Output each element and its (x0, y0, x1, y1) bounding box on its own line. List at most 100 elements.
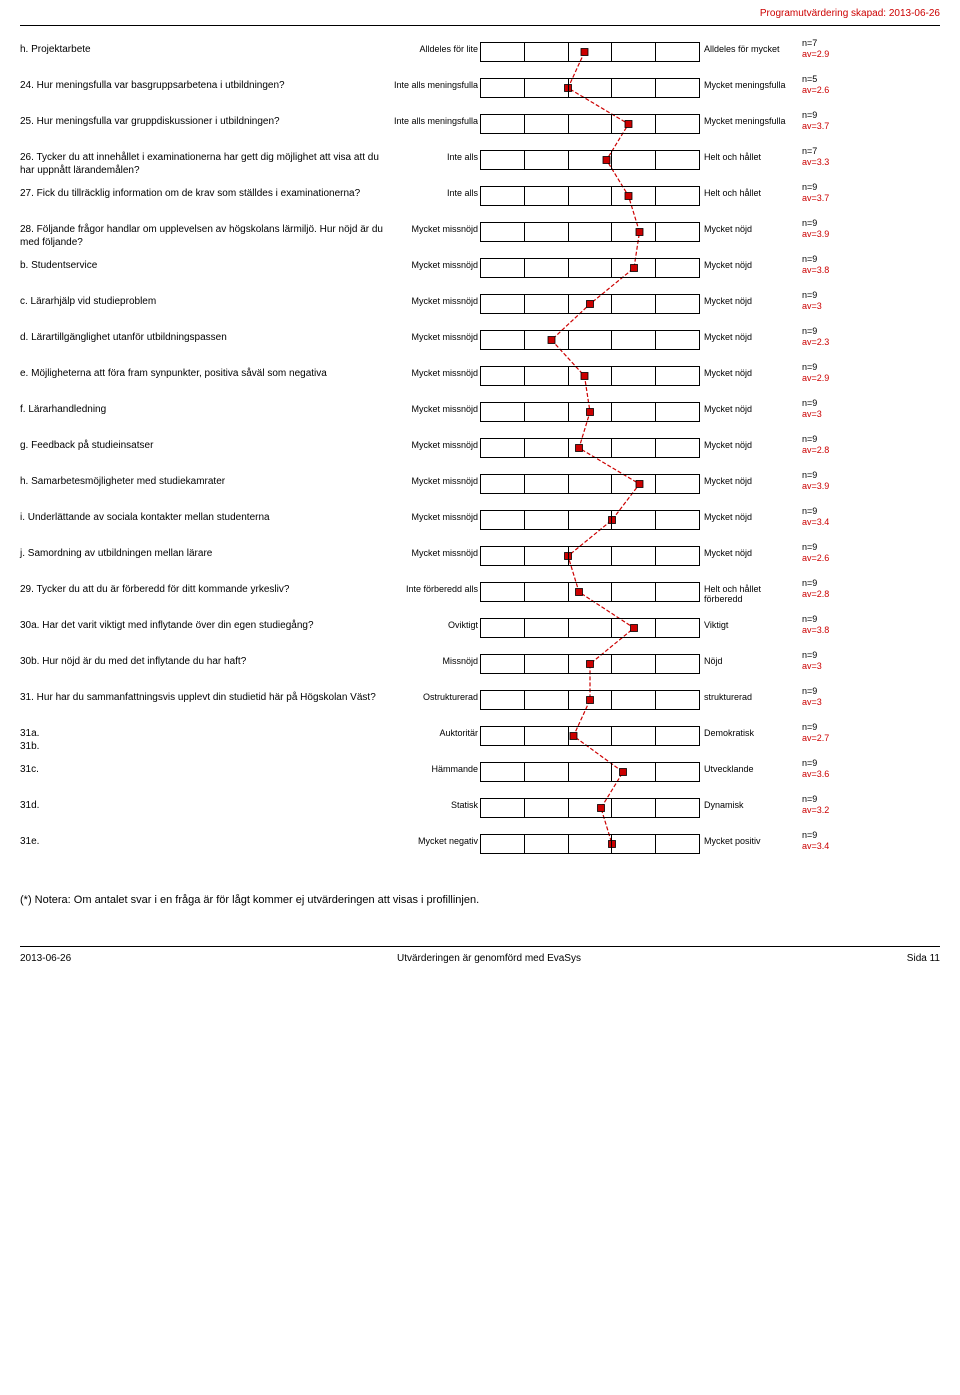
scale-cell (655, 186, 700, 206)
scale-grid (480, 438, 700, 458)
row-stats: n=9av=3.6 (800, 756, 860, 780)
scale-cell (655, 690, 700, 710)
profile-row: 27. Fick du tillräcklig information om d… (20, 180, 940, 216)
scale-cell (568, 294, 612, 314)
scale-cell (480, 78, 524, 98)
scale-cell (611, 366, 655, 386)
scale-cell (611, 258, 655, 278)
scale-cell (568, 78, 612, 98)
profile-row: 31a. 31b.AuktoritärDemokratiskn=9av=2.7 (20, 720, 940, 756)
scale-right-label: Demokratisk (700, 720, 800, 738)
scale-right-label: Mycket meningsfulla (700, 108, 800, 126)
profile-row: b. StudentserviceMycket missnöjdMycket n… (20, 252, 940, 288)
scale-right-label: Mycket nöjd (700, 540, 800, 558)
profile-row: h. Samarbetesmöjligheter med studiekamra… (20, 468, 940, 504)
row-stats: n=9av=3.8 (800, 252, 860, 276)
scale-cell (611, 762, 655, 782)
scale-cell (480, 834, 524, 854)
stat-av: av=2.3 (802, 337, 860, 348)
scale-cell (611, 546, 655, 566)
stat-n: n=9 (802, 254, 860, 265)
scale-left-label: Mycket missnöjd (390, 360, 480, 378)
question-text: i. Underlättande av sociala kontakter me… (20, 504, 390, 525)
scale-cell (524, 510, 568, 530)
scale-cell (611, 150, 655, 170)
scale-cell (480, 330, 524, 350)
scale-cell (655, 798, 700, 818)
question-text: g. Feedback på studieinsatser (20, 432, 390, 453)
profile-row: 30a. Har det varit viktigt med inflytand… (20, 612, 940, 648)
scale-cell (568, 690, 612, 710)
scale-right-label: Mycket nöjd (700, 396, 800, 414)
stat-av: av=3 (802, 697, 860, 708)
stat-n: n=9 (802, 830, 860, 841)
scale-cell (611, 582, 655, 602)
scale-cell (655, 114, 700, 134)
scale-left-label: Inte förberedd alls (390, 576, 480, 594)
stat-av: av=2.9 (802, 373, 860, 384)
question-text: e. Möjligheterna att föra fram synpunkte… (20, 360, 390, 381)
scale-left-label: Inte alls meningsfulla (390, 72, 480, 90)
stat-av: av=3.8 (802, 625, 860, 636)
scale-left-label: Mycket missnöjd (390, 288, 480, 306)
scale-cell (480, 690, 524, 710)
scale-left-label: Mycket negativ (390, 828, 480, 846)
question-text: 30a. Har det varit viktigt med inflytand… (20, 612, 390, 633)
row-stats: n=9av=3 (800, 648, 860, 672)
scale-grid (480, 798, 700, 818)
question-text: 30b. Hur nöjd är du med det inflytande d… (20, 648, 390, 669)
scale-left-label: Mycket missnöjd (390, 324, 480, 342)
scale-right-label: Helt och hållet (700, 144, 800, 162)
scale-grid (480, 510, 700, 530)
row-stats: n=9av=2.8 (800, 432, 860, 456)
scale-cell (568, 186, 612, 206)
scale-grid (480, 690, 700, 710)
scale-cell (611, 186, 655, 206)
question-text: 31d. (20, 792, 390, 813)
stat-n: n=9 (802, 362, 860, 373)
scale-left-label: Oviktigt (390, 612, 480, 630)
scale-right-label: Helt och hållet (700, 180, 800, 198)
stat-av: av=2.8 (802, 589, 860, 600)
scale-right-label: Alldeles för mycket (700, 36, 800, 54)
scale-left-label: Ostrukturerad (390, 684, 480, 702)
stat-n: n=9 (802, 794, 860, 805)
profile-row: d. Lärartillgänglighet utanför utbildnin… (20, 324, 940, 360)
profile-row: 25. Hur meningsfulla var gruppdiskussion… (20, 108, 940, 144)
profile-row: h. ProjektarbeteAlldeles för liteAlldele… (20, 36, 940, 72)
scale-cell (524, 186, 568, 206)
scale-right-label: Mycket nöjd (700, 252, 800, 270)
stat-av: av=2.8 (802, 445, 860, 456)
scale-grid (480, 546, 700, 566)
row-stats: n=9av=3 (800, 396, 860, 420)
scale-left-label: Missnöjd (390, 648, 480, 666)
scale-cell (524, 690, 568, 710)
profile-row: c. Lärarhjälp vid studieproblemMycket mi… (20, 288, 940, 324)
stat-av: av=3.9 (802, 481, 860, 492)
scale-right-label: Mycket nöjd (700, 216, 800, 234)
question-text: 31c. (20, 756, 390, 777)
scale-right-label: Nöjd (700, 648, 800, 666)
question-text: f. Lärarhandledning (20, 396, 390, 417)
scale-cell (611, 834, 655, 854)
row-stats: n=7av=3.3 (800, 144, 860, 168)
stat-av: av=3.4 (802, 517, 860, 528)
stat-av: av=3.9 (802, 229, 860, 240)
scale-cell (524, 618, 568, 638)
scale-left-label: Mycket missnöjd (390, 216, 480, 234)
stat-n: n=9 (802, 290, 860, 301)
scale-right-label: Mycket nöjd (700, 468, 800, 486)
scale-cell (655, 546, 700, 566)
scale-cell (611, 330, 655, 350)
stat-av: av=2.6 (802, 85, 860, 96)
stat-av: av=3 (802, 661, 860, 672)
scale-cell (524, 114, 568, 134)
stat-n: n=9 (802, 542, 860, 553)
profile-row: 29. Tycker du att du är förberedd för di… (20, 576, 940, 612)
stat-n: n=9 (802, 434, 860, 445)
scale-grid (480, 258, 700, 278)
scale-cell (611, 402, 655, 422)
scale-left-label: Mycket missnöjd (390, 396, 480, 414)
scale-grid (480, 618, 700, 638)
scale-cell (480, 402, 524, 422)
